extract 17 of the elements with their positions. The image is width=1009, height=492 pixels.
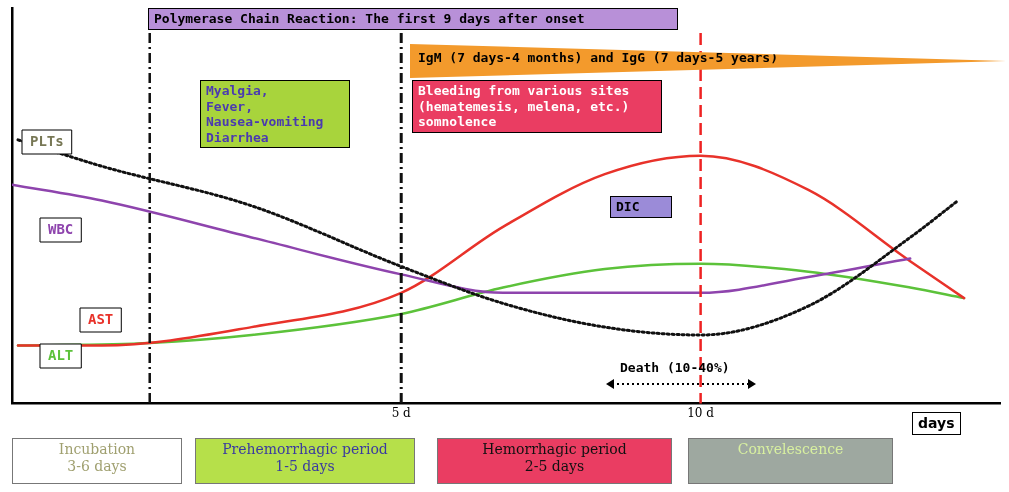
text: Convelescence — [688, 438, 893, 484]
series-label: PLTs — [30, 132, 64, 149]
x-axis-title: days — [912, 412, 961, 435]
series-label: ALT — [48, 346, 74, 363]
annotation: Myalgia, Fever, Nausea-vomiting Diarrhea — [200, 80, 350, 149]
annotation: DIC — [610, 196, 672, 218]
text: Hemorrhagic period 2-5 days — [437, 438, 672, 484]
x-tick-label: 5 d — [391, 405, 412, 420]
series-label: WBC — [48, 220, 74, 237]
x-tick-label: 10 d — [687, 405, 715, 420]
text: Incubation 3-6 days — [12, 438, 182, 484]
annotation: Death (10-40%) — [619, 359, 731, 377]
series-label: AST — [88, 310, 114, 327]
text: Polymerase Chain Reaction: The first 9 days after onset — [148, 8, 678, 30]
text: Prehemorrhagic period 1-5 days — [195, 438, 415, 484]
text: IgM (7 days-4 months) and IgG (7 days-5 years) — [410, 44, 1006, 78]
text: Bleeding from various sites (hematemesis, melena, etc.) somnolence — [412, 80, 662, 133]
